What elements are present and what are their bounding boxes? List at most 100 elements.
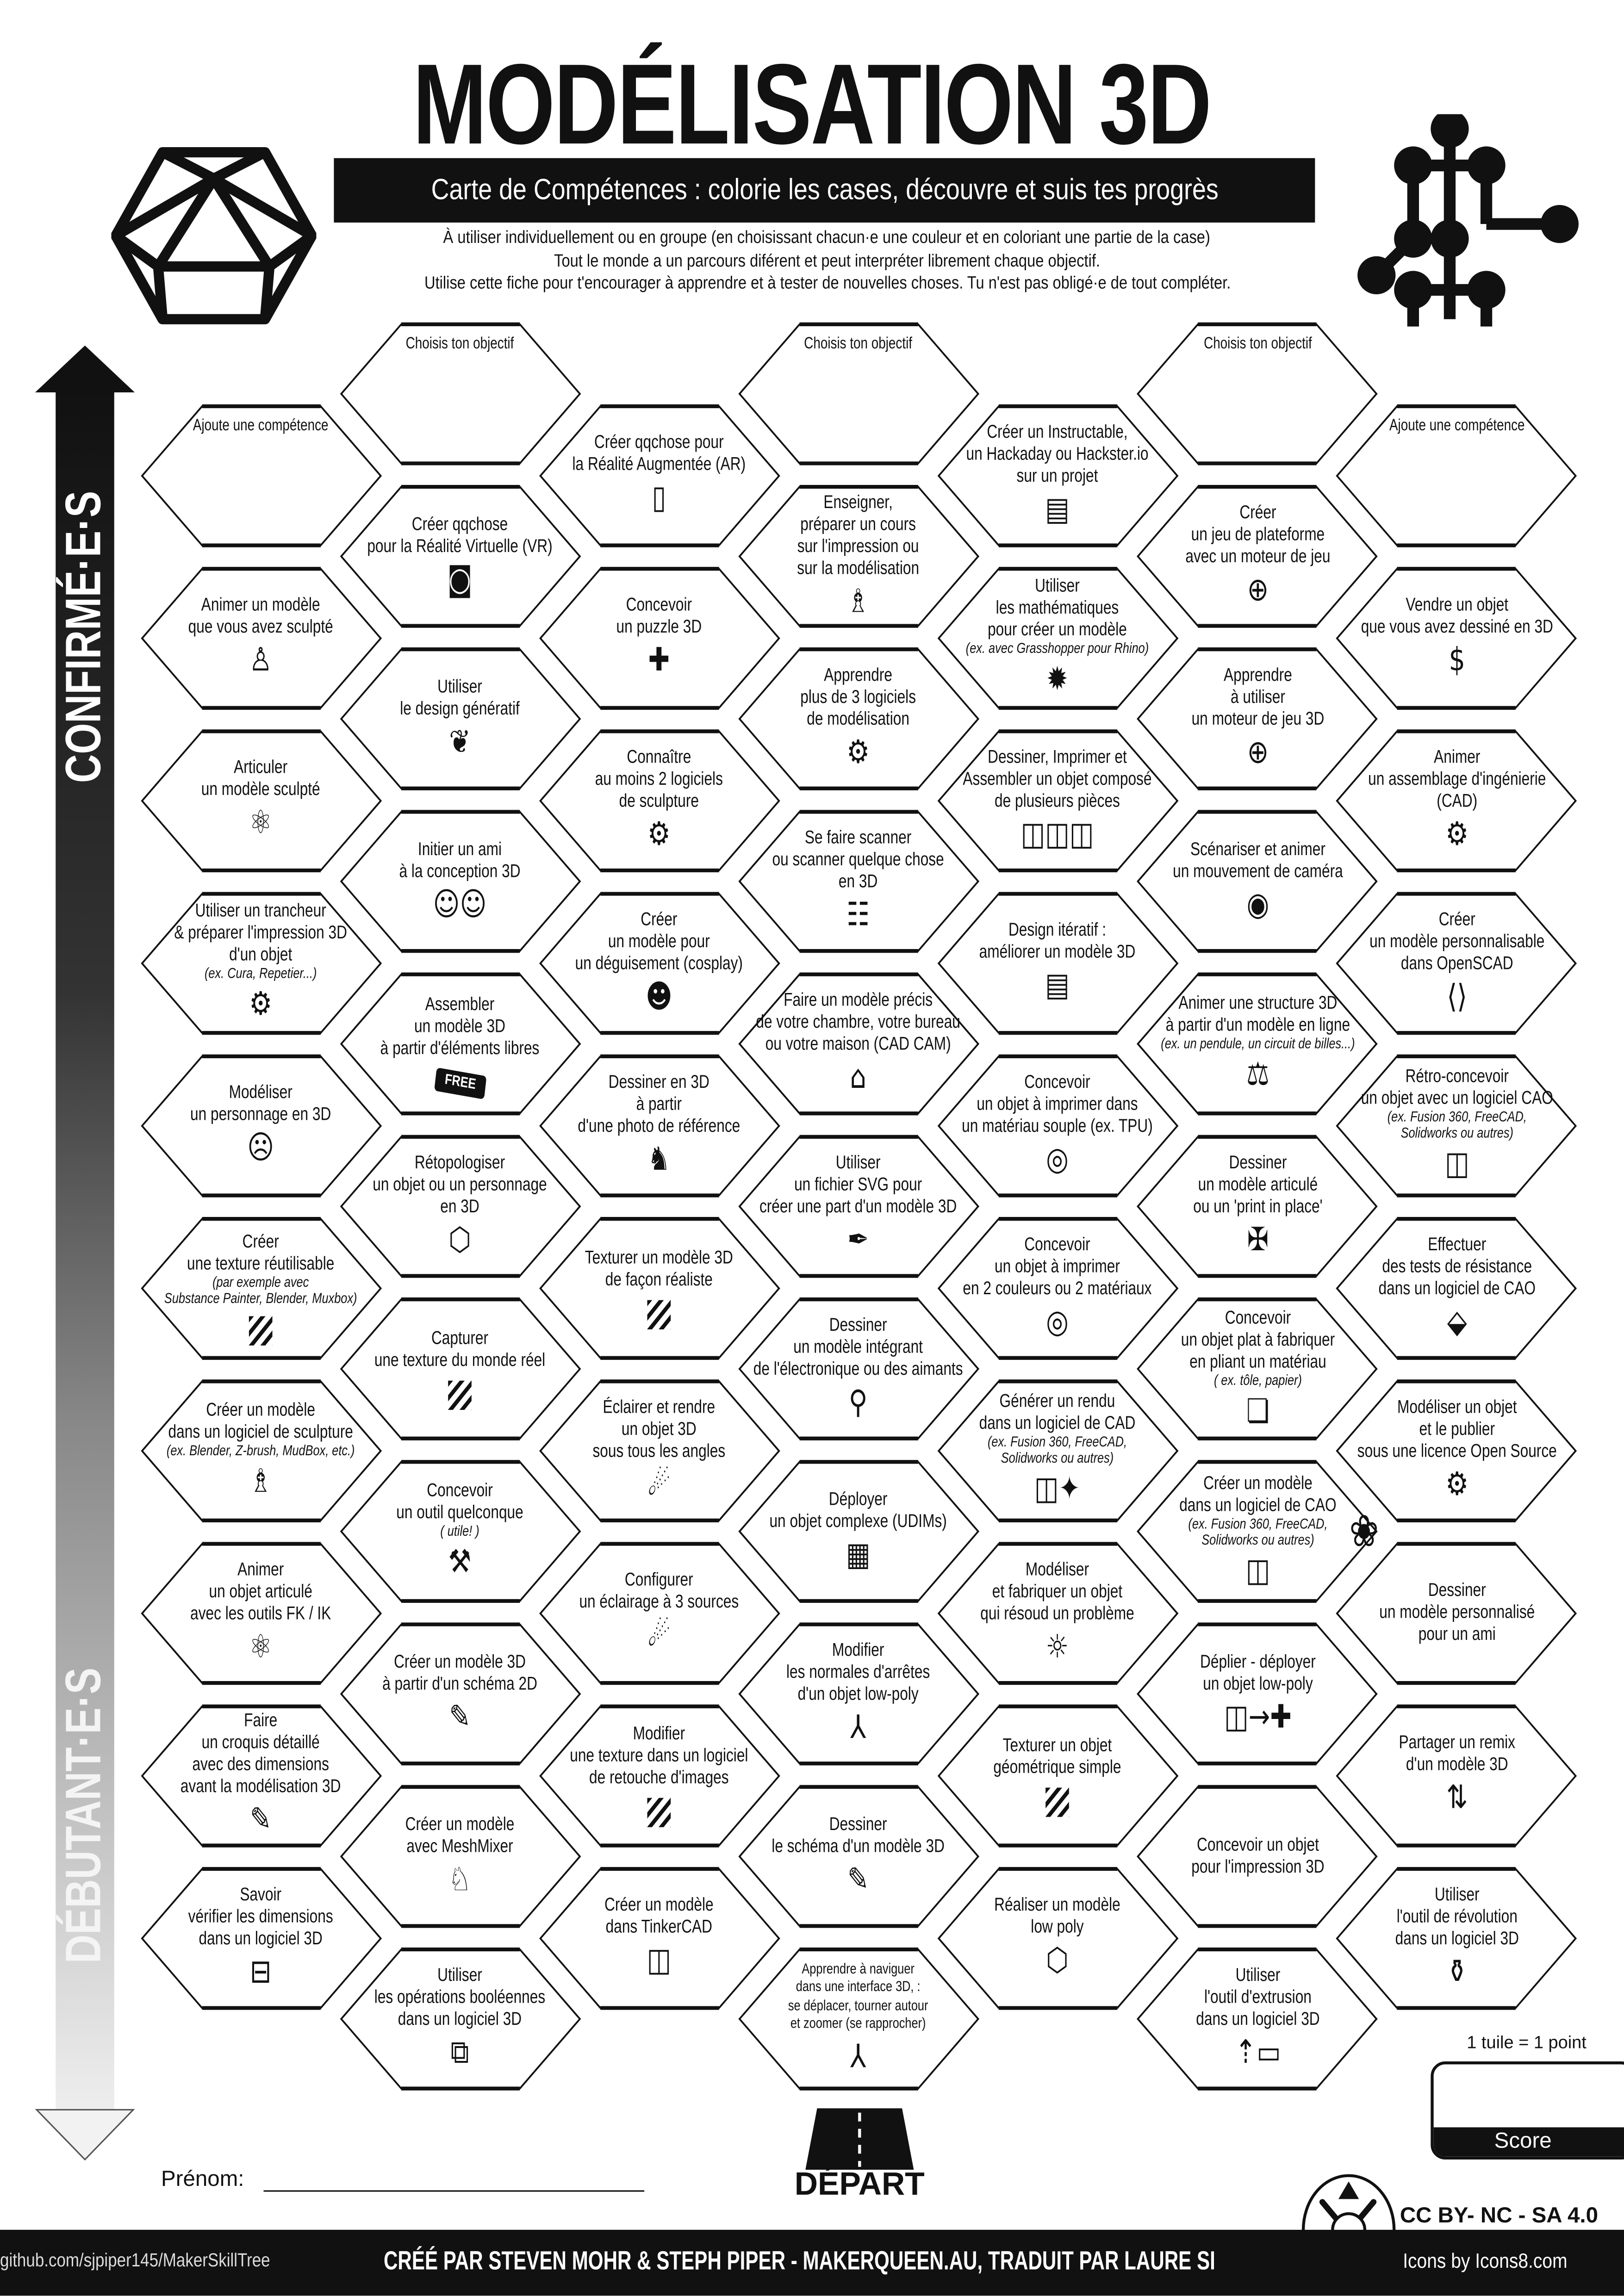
sketch-icon: ✎: [449, 1699, 471, 1736]
description-text: À utiliser individuellement ou en groupe…: [444, 227, 1211, 248]
teacher-icon: ♗: [847, 583, 871, 620]
skill-tile[interactable]: Créer un modèle personnalisable dans Ope…: [1336, 891, 1577, 1034]
skill-tile[interactable]: Animer un objet articulé avec les outils…: [140, 1541, 381, 1684]
skill-tile[interactable]: Créer un modèle pour un déguisement (cos…: [538, 891, 780, 1034]
skill-tile[interactable]: Utiliser un trancheur & préparer l'impre…: [140, 891, 381, 1034]
skill-tile[interactable]: Créer un modèle dans TinkerCAD ◫: [538, 1866, 780, 2010]
skill-tile[interactable]: Rétro-concevoir un objet avec un logicie…: [1336, 1054, 1577, 1197]
custom-goal-tile[interactable]: Ajoute une compétence: [140, 403, 381, 547]
sketch-icon: ✎: [249, 1802, 272, 1839]
skill-tile[interactable]: Modéliser un objet et le publier sous un…: [1336, 1378, 1577, 1522]
tile-label: Utiliser un trancheur & préparer l'impre…: [174, 900, 348, 965]
skill-tile[interactable]: Animer une structure 3D à partir d'un mo…: [1136, 972, 1378, 1116]
hexagon-outline: [738, 972, 979, 1116]
custom-goal-tile[interactable]: Ajoute une compétence: [1336, 403, 1577, 547]
tile-label: Dessiner, Imprimer et Assembler un objet…: [963, 746, 1152, 811]
skill-tile[interactable]: Animer un assemblage d'ingénierie (CAD) ⚙: [1336, 728, 1577, 872]
skill-tile[interactable]: Faire un croquis détaillé avec des dimen…: [140, 1703, 381, 1847]
skill-tile[interactable]: Créer un modèle dans un logiciel de scul…: [140, 1378, 381, 1522]
skill-tile[interactable]: Texturer un modèle 3D de façon réaliste: [538, 1216, 780, 1359]
skill-tile[interactable]: Rétopologiser un objet ou un personnage …: [339, 1135, 581, 1278]
skill-tile[interactable]: Configurer un éclairage à 3 sources ☄: [538, 1541, 780, 1684]
hexagon-outline: [937, 728, 1179, 872]
skill-tile[interactable]: Créer une texture réutilisable (par exemp…: [140, 1216, 381, 1359]
vr-headset-icon: ◙: [447, 561, 473, 598]
skill-tile[interactable]: Concevoir un objet pour l'impression 3D: [1136, 1785, 1378, 1928]
version-document-icon: ▤: [1045, 968, 1070, 1005]
skill-tile[interactable]: Créer un modèle avec MeshMixer ♘: [339, 1785, 581, 1928]
skill-tile[interactable]: Dessiner, Imprimer et Assembler un objet…: [937, 728, 1179, 872]
hexagon-outline: [339, 1297, 581, 1440]
skill-tile[interactable]: Modéliser un personnage en 3D ☹: [140, 1054, 381, 1197]
skill-tile[interactable]: Connaître au moins 2 logiciels de sculpt…: [538, 728, 780, 872]
skill-tile[interactable]: Initier un ami à la conception 3D ☺☺: [339, 810, 581, 953]
skill-tile[interactable]: Utiliser l'outil d'extrusion dans un log…: [1136, 1947, 1378, 2091]
skill-tile[interactable]: Animer un modèle que vous avez sculpté ♙: [140, 566, 381, 709]
skill-tile[interactable]: Concevoir un puzzle 3D ✚: [538, 566, 780, 709]
skill-tile[interactable]: ❀ Dessiner un modèle personnalisé pour un…: [1336, 1509, 1577, 1684]
skill-tile[interactable]: Assembler un modèle 3D à partir d'élémen…: [339, 972, 581, 1116]
skill-tile[interactable]: Utiliser les opérations booléennes dans …: [339, 1947, 581, 2091]
skill-tile[interactable]: Dessiner le schéma d'un modèle 3D ✎: [738, 1785, 979, 1928]
skill-tile[interactable]: Utiliser les mathématiques pour créer un…: [937, 566, 1179, 709]
skill-tile[interactable]: Générer un rendu dans un logiciel de CAD…: [937, 1378, 1179, 1522]
tile-label: Dessiner un modèle intégrant de l'électr…: [753, 1315, 964, 1379]
skill-tile[interactable]: Déployer un objet complexe (UDIMs) ▦: [738, 1460, 979, 1603]
arrow-up-head-icon: [35, 345, 135, 392]
hexagon-outline: [937, 1866, 1179, 2010]
skill-tile[interactable]: Dessiner un modèle intégrant de l'électr…: [738, 1297, 979, 1440]
custom-goal-tile[interactable]: Choisis ton objectif: [738, 322, 979, 465]
name-input[interactable]: [263, 2170, 645, 2192]
tile-label: Créer un modèle pour un déguisement (cos…: [575, 908, 743, 973]
skill-tile[interactable]: Utiliser l'outil de révolution dans un l…: [1336, 1866, 1577, 2010]
skill-tile[interactable]: Modifier une texture dans un logiciel de…: [538, 1703, 780, 1847]
skill-tile[interactable]: Faire un modèle précis de votre chambre,…: [738, 972, 979, 1116]
hexagon-outline: [539, 1054, 780, 1197]
rabbit-icon: ♘: [448, 1862, 472, 1899]
skill-tile[interactable]: Concevoir un objet à imprimer dans un ma…: [937, 1054, 1179, 1197]
skill-tile[interactable]: Capturer une texture du monde réel: [339, 1297, 581, 1440]
skill-tile[interactable]: Créer un jeu de plateforme avec un moteu…: [1136, 484, 1378, 628]
skill-tile[interactable]: Texturer un objet géométrique simple: [937, 1703, 1179, 1847]
skill-tile[interactable]: Créer qqchose pour la Réalité Virtuelle …: [339, 484, 581, 628]
skill-tile[interactable]: Utiliser le design génératif ❦: [339, 647, 581, 791]
cube-sparkle-icon: ◫✦: [1035, 1471, 1081, 1508]
skill-tile[interactable]: Apprendre à utiliser un moteur de jeu 3D…: [1136, 647, 1378, 791]
skill-tile[interactable]: Savoir vérifier les dimensions dans un l…: [140, 1866, 381, 2010]
skill-tile[interactable]: Enseigner, préparer un cours sur l'impre…: [738, 484, 979, 628]
skill-tile[interactable]: Dessiner en 3D à partir d'une photo de r…: [538, 1054, 780, 1197]
github-link[interactable]: github.com/sjpiper145/MakerSkillTree: [0, 2249, 270, 2271]
skill-tile[interactable]: Se faire scanner ou scanner quelque chos…: [738, 810, 979, 953]
skill-tile[interactable]: Éclairer et rendre un objet 3D sous tous…: [538, 1378, 780, 1522]
tile-content: Ajoute une compétence: [143, 403, 378, 547]
skill-tile[interactable]: Apprendre plus de 3 logiciels de modélis…: [738, 647, 979, 791]
tile-label: Rétopologiser un objet ou un personnage …: [373, 1152, 548, 1217]
skill-tile[interactable]: Scénariser et animer un mouvement de cam…: [1136, 810, 1378, 953]
custom-goal-tile[interactable]: Choisis ton objectif: [339, 322, 581, 465]
skill-tile[interactable]: Réaliser un modèle low poly ⬡: [937, 1866, 1179, 2010]
score-box[interactable]: Score: [1431, 2061, 1624, 2160]
custom-goal-tile[interactable]: Choisis ton objectif: [1136, 322, 1378, 465]
skill-tile[interactable]: Créer un Instructable, un Hackaday ou Ha…: [937, 403, 1179, 547]
tile-content: Partager un remix d'un modèle 3D ⇅: [1339, 1703, 1574, 1847]
skill-tile[interactable]: Vendre un objet que vous avez dessiné en…: [1336, 566, 1577, 709]
skill-tile[interactable]: Concevoir un objet plat à fabriquer en p…: [1136, 1297, 1378, 1440]
skill-tile[interactable]: Effectuer des tests de résistance dans u…: [1336, 1216, 1577, 1359]
skill-tile[interactable]: Dessiner un modèle articulé ou un 'print…: [1136, 1135, 1378, 1278]
skill-tile[interactable]: Design itératif : améliorer un modèle 3D…: [937, 891, 1179, 1034]
skill-tile[interactable]: Créer qqchose pour la Réalité Augmentée …: [538, 403, 780, 547]
skill-tile[interactable]: Concevoir un outil quelconque( utile! ) ⚒: [339, 1460, 581, 1603]
skill-tile[interactable]: Concevoir un objet à imprimer en 2 coule…: [937, 1216, 1179, 1359]
tile-content: Concevoir un puzzle 3D ✚: [542, 566, 776, 709]
skill-tile[interactable]: Modéliser et fabriquer un objet qui réso…: [937, 1541, 1179, 1684]
skill-tile[interactable]: Utiliser un fichier SVG pour créer une p…: [738, 1135, 979, 1278]
skill-tile[interactable]: Partager un remix d'un modèle 3D ⇅: [1336, 1703, 1577, 1847]
skill-tile[interactable]: Modifier les normales d'arrêtes d'un obj…: [738, 1622, 979, 1766]
tile-label: Créer qqchose pour la Réalité Augmentée …: [572, 432, 746, 475]
skill-tile[interactable]: Créer un modèle dans un logiciel de CAO(…: [1136, 1460, 1378, 1603]
skill-tile[interactable]: Créer un modèle 3D à partir d'un schéma …: [339, 1622, 581, 1766]
skill-tile[interactable]: Déplier - déployer un objet low-poly ◫→✚: [1136, 1622, 1378, 1766]
skill-tile[interactable]: Articuler un modèle sculpté ⚛: [140, 728, 381, 872]
skill-tile[interactable]: Apprendre à naviguer dans une interface …: [738, 1947, 979, 2091]
